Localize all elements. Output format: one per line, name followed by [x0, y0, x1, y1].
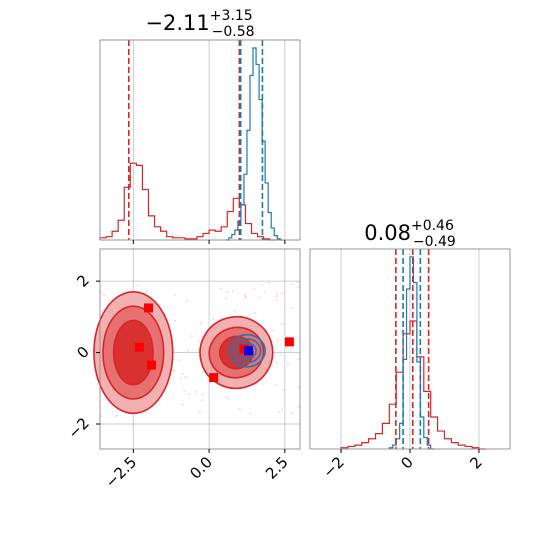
scatter-sample-point — [195, 390, 198, 393]
red-marker-1 — [134, 342, 144, 352]
scatter-x-tick-label: 0.0 — [186, 453, 216, 483]
red-contour-0-2 — [112, 319, 154, 386]
scatter-sample-point — [145, 290, 148, 293]
scatter-sample-point — [186, 299, 189, 302]
red-marker-3 — [209, 373, 219, 383]
scatter-sample-point — [190, 335, 193, 338]
scatter-sample-point — [180, 377, 183, 380]
right-histogram-x-tick-label: 0 — [397, 453, 416, 472]
scatter-sample-point — [296, 280, 299, 283]
red-marker-5 — [239, 344, 249, 354]
scatter-sample-point — [290, 412, 293, 415]
scatter-sample-point — [286, 362, 289, 365]
scatter-sample-point — [198, 340, 201, 343]
scatter-sample-point — [226, 290, 229, 293]
right-histogram-series-0 — [340, 320, 486, 450]
scatter-sample-point — [280, 353, 283, 356]
scatter-sample-point — [260, 283, 263, 286]
scatter-sample-point — [212, 317, 215, 320]
scatter-sample-point — [220, 287, 223, 290]
top-histogram-series-1 — [225, 47, 284, 241]
scatter-sample-point — [103, 293, 106, 296]
scatter-sample-point — [282, 388, 285, 391]
scatter-sample-point — [290, 283, 293, 286]
scatter-sample-point — [268, 281, 271, 284]
scatter-sample-point — [231, 290, 234, 293]
scatter-sample-point — [283, 306, 286, 309]
scatter-sample-point — [281, 292, 284, 295]
scatter-sample-point — [276, 340, 279, 343]
scatter-sample-point — [183, 389, 186, 392]
scatter-sample-point — [291, 307, 294, 310]
scatter-sample-point — [244, 295, 247, 298]
scatter-sample-point — [280, 408, 283, 411]
scatter-sample-point — [233, 310, 236, 313]
scatter-sample-point — [173, 319, 176, 322]
top-histogram-title: −2.11+3.15 −0.58 — [145, 8, 254, 40]
scatter-y-tick-label: 2 — [73, 271, 92, 290]
scatter-sample-point — [297, 405, 300, 408]
blue-marker — [243, 346, 253, 356]
right-histogram-title: 0.08+0.46 −0.49 — [364, 218, 456, 250]
scatter-sample-point — [297, 358, 300, 361]
scatter-sample-point — [254, 312, 257, 315]
scatter-frame — [99, 248, 301, 450]
scatter-sample-point — [181, 403, 184, 406]
scatter-sample-point — [249, 412, 252, 415]
scatter-sample-point — [136, 284, 139, 287]
scatter-sample-point — [276, 292, 279, 295]
scatter-sample-point — [275, 298, 278, 301]
top-histogram-frame — [99, 39, 301, 241]
scatter-sample-point — [283, 322, 286, 325]
scatter-sample-point — [186, 349, 189, 352]
scatter-sample-point — [188, 393, 191, 396]
scatter-sample-point — [253, 287, 256, 290]
right-histogram-x-tick-label: 2 — [466, 453, 485, 472]
blue-contour-2 — [237, 342, 257, 360]
red-marker-0 — [143, 303, 153, 313]
red-marker-4 — [284, 337, 294, 347]
scatter-sample-point — [271, 329, 274, 332]
right-histogram-x-tick-label: −2 — [319, 453, 347, 481]
scatter-sample-point — [263, 291, 266, 294]
scatter-x-tick-label: −2.5 — [102, 453, 140, 491]
scatter-sample-point — [277, 410, 280, 413]
scatter-sample-point — [184, 375, 187, 378]
scatter-sample-point — [297, 286, 300, 289]
top-histogram-series-0 — [99, 162, 276, 241]
scatter-sample-point — [200, 399, 203, 402]
scatter-sample-point — [173, 370, 176, 373]
scatter-sample-point — [243, 293, 246, 296]
scatter-sample-point — [225, 396, 228, 399]
scatter-x-tick-label: 2.5 — [262, 453, 292, 483]
scatter-sample-point — [173, 294, 176, 297]
scatter-sample-point — [115, 414, 118, 417]
scatter-sample-point — [172, 369, 175, 372]
scatter-sample-point — [262, 383, 265, 386]
red-marker-2 — [147, 360, 157, 370]
blue-contour-0 — [227, 333, 266, 368]
scatter-y-tick-label: 0 — [73, 343, 92, 362]
scatter-y-tick-label: −2 — [64, 414, 92, 442]
scatter-sample-point — [275, 361, 278, 364]
scatter-sample-point — [201, 393, 204, 396]
scatter-sample-point — [114, 415, 117, 418]
scatter-sample-point — [281, 323, 284, 326]
blue-contour-1 — [232, 338, 262, 364]
scatter-sample-point — [181, 373, 184, 376]
scatter-sample-point — [275, 383, 278, 386]
scatter-sample-point — [238, 408, 241, 411]
scatter-sample-point — [198, 411, 201, 414]
scatter-sample-point — [275, 294, 278, 297]
scatter-sample-point — [228, 397, 231, 400]
scatter-sample-point — [199, 322, 202, 325]
scatter-sample-point — [121, 291, 124, 294]
scatter-sample-point — [178, 359, 181, 362]
scatter-sample-point — [257, 296, 260, 299]
scatter-sample-point — [225, 297, 228, 300]
